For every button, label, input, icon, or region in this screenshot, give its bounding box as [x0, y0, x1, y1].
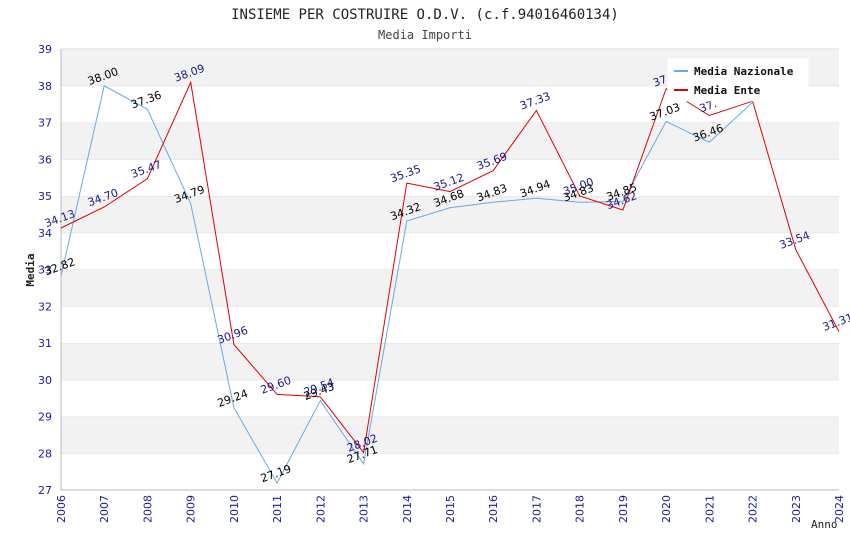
legend: Media Nazionale Media Ente [667, 58, 809, 102]
x-tick-label: 2016 [487, 495, 500, 523]
grid-band [61, 306, 839, 343]
grid-band [61, 232, 839, 270]
y-tick-label: 36 [38, 153, 52, 166]
x-tick-label: 2013 [358, 495, 371, 523]
x-tick-label: 2019 [617, 495, 630, 523]
y-tick-label: 29 [38, 411, 52, 424]
grid-band [61, 379, 839, 417]
y-tick-label: 34 [38, 227, 52, 240]
grid-band [61, 159, 839, 196]
y-tick-label: 30 [38, 374, 52, 387]
x-tick-label: 2007 [98, 495, 111, 523]
x-tick-label: 2006 [55, 495, 68, 523]
y-tick-label: 31 [38, 337, 52, 350]
grid-band [61, 122, 839, 160]
y-axis-label: Media [24, 253, 37, 286]
y-tick-label: 32 [38, 300, 52, 313]
x-tick-label: 2009 [185, 495, 198, 523]
legend-box [667, 58, 809, 102]
x-tick-label: 2017 [530, 495, 543, 523]
y-tick-label: 37 [38, 117, 52, 130]
x-tick-label: 2023 [790, 495, 803, 523]
grid-band [61, 196, 839, 233]
x-axis-label: Anno [811, 518, 838, 531]
y-tick-label: 39 [38, 43, 52, 56]
x-tick-label: 2012 [314, 495, 327, 523]
y-tick-label: 35 [38, 190, 52, 203]
legend-entry: Media Nazionale [694, 65, 794, 78]
chart-title: INSIEME PER COSTRUIRE O.D.V. (c.f.940164… [231, 7, 619, 23]
chart-subtitle: Media Importi [378, 28, 472, 42]
x-tick-label: 2011 [271, 495, 284, 523]
x-tick-label: 2020 [660, 495, 673, 523]
data-label: 37. [698, 97, 719, 115]
series-lines [60, 80, 840, 485]
series-line [60, 85, 753, 485]
grid-band [61, 453, 839, 490]
x-tick-label: 2014 [401, 495, 414, 523]
grid-bands [60, 48, 839, 491]
legend-entry: Media Ente [694, 84, 761, 97]
x-tick-label: 2015 [444, 495, 457, 523]
x-tick-label: 2018 [574, 495, 587, 523]
x-tick-label: 2024 [833, 495, 846, 523]
grid-band [61, 269, 839, 307]
x-axis: 2006 2007 2008 2009 2010 2011 2012 2013 2014 2015… [55, 495, 846, 523]
x-tick-label: 2008 [141, 495, 154, 523]
y-tick-label: 28 [38, 447, 52, 460]
y-tick-label: 38 [38, 80, 52, 93]
x-tick-label: 2021 [703, 495, 716, 523]
x-tick-label: 2022 [747, 495, 760, 523]
grid-band [61, 343, 839, 380]
y-tick-label: 27 [38, 484, 52, 497]
y-tick-label: 33 [38, 264, 52, 277]
x-tick-label: 2010 [228, 495, 241, 523]
y-axis: 27 28 29 30 31 32 33 34 35 36 37 38 39 [38, 43, 52, 497]
series-line [60, 80, 840, 454]
grid-band [61, 416, 839, 454]
